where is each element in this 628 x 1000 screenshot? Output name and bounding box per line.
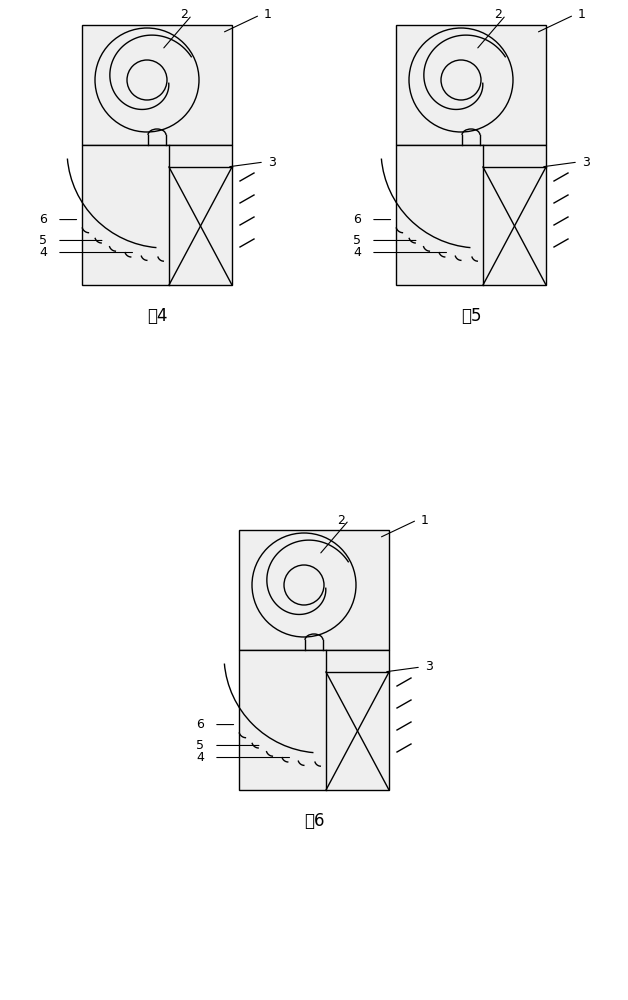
Polygon shape (82, 25, 232, 145)
Text: 图5: 图5 (461, 307, 481, 325)
Text: 5: 5 (196, 739, 204, 752)
Text: 图4: 图4 (147, 307, 167, 325)
Text: 2: 2 (494, 8, 502, 21)
Text: 5: 5 (353, 234, 361, 247)
Polygon shape (396, 145, 546, 285)
Polygon shape (239, 530, 389, 650)
Text: 4: 4 (39, 246, 47, 259)
Text: 1: 1 (264, 8, 272, 21)
Text: 6: 6 (353, 213, 361, 226)
Polygon shape (82, 145, 232, 285)
Text: 4: 4 (196, 751, 204, 764)
Text: 2: 2 (337, 514, 345, 526)
Text: 5: 5 (39, 234, 47, 247)
Text: 1: 1 (421, 514, 429, 526)
Text: 6: 6 (196, 718, 204, 731)
Text: 1: 1 (578, 8, 586, 21)
Text: 6: 6 (39, 213, 47, 226)
Text: 2: 2 (180, 8, 188, 21)
Text: 3: 3 (425, 660, 433, 674)
Polygon shape (239, 650, 389, 790)
Text: 3: 3 (582, 155, 590, 168)
Polygon shape (396, 25, 546, 145)
Text: 3: 3 (268, 155, 276, 168)
Text: 图6: 图6 (304, 812, 324, 830)
Text: 4: 4 (353, 246, 361, 259)
